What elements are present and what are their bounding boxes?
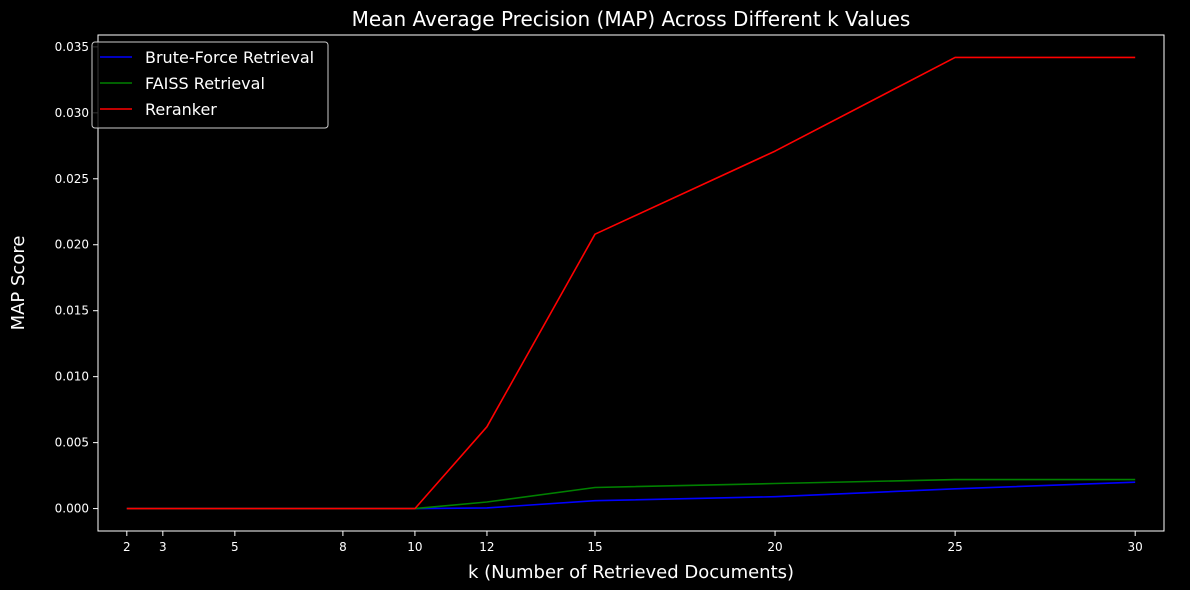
x-tick-label: 5 bbox=[231, 540, 239, 554]
x-tick-label: 30 bbox=[1128, 540, 1143, 554]
legend-box bbox=[91, 41, 329, 129]
x-tick-label: 20 bbox=[767, 540, 782, 554]
series-line-reranker bbox=[126, 56, 1136, 510]
x-tick-label: 25 bbox=[947, 540, 962, 554]
y-tick-label: 0.015 bbox=[55, 304, 89, 318]
x-tick-label: 12 bbox=[479, 540, 494, 554]
x-axis-label: k (Number of Retrieved Documents) bbox=[468, 562, 794, 583]
legend-label: FAISS Retrieval bbox=[145, 74, 265, 93]
legend: Brute-Force Retrieval FAISS Retrieval Rera… bbox=[91, 41, 329, 129]
y-tick-label: 0.020 bbox=[55, 238, 89, 252]
y-tick-label: 0.025 bbox=[55, 172, 89, 186]
y-axis-label: MAP Score bbox=[8, 236, 29, 331]
legend-label: Reranker bbox=[145, 100, 217, 119]
legend-label: Brute-Force Retrieval bbox=[145, 48, 314, 67]
y-tick-label: 0.035 bbox=[55, 40, 89, 54]
x-tick-label: 3 bbox=[159, 540, 167, 554]
y-tick-label: 0.030 bbox=[55, 106, 89, 120]
x-tick-label: 15 bbox=[587, 540, 602, 554]
y-tick-label: 0.000 bbox=[55, 502, 89, 516]
axes-frame bbox=[97, 34, 1165, 532]
chart-title: Mean Average Precision (MAP) Across Diff… bbox=[352, 7, 911, 31]
x-tick-label: 10 bbox=[407, 540, 422, 554]
y-tick-label: 0.005 bbox=[55, 436, 89, 450]
y-tick-label: 0.010 bbox=[55, 370, 89, 384]
x-tick-label: 2 bbox=[123, 540, 131, 554]
x-tick-label: 8 bbox=[339, 540, 347, 554]
plot-area: 2 3 5 8 10 12 15 20 25 30 0.000 0.005 0.010 0.015 0.02… bbox=[55, 34, 1165, 554]
